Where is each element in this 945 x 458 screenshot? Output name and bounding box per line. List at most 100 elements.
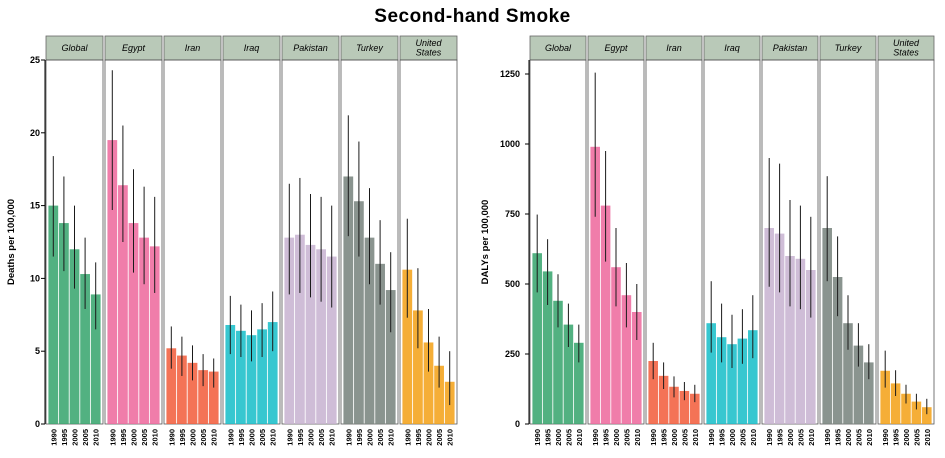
- x-tick-label: 1990: [591, 429, 600, 446]
- bar: [553, 300, 563, 424]
- x-tick-label: 2010: [92, 429, 101, 446]
- facet-strip-label: Turkey: [356, 43, 383, 53]
- x-tick-label: 1990: [108, 429, 117, 446]
- facet-strip-label: Iran: [185, 43, 201, 53]
- x-tick-label: 2000: [902, 429, 911, 446]
- facet-strip-label: United: [415, 38, 442, 48]
- bar: [326, 256, 337, 424]
- facet-strip: [340, 35, 399, 61]
- bar: [59, 223, 69, 424]
- y-tick-label: 0: [515, 419, 520, 429]
- y-tick-label: 1250: [500, 69, 520, 79]
- bar: [402, 269, 413, 424]
- bar: [600, 205, 611, 424]
- bar: [305, 244, 316, 424]
- x-tick-label: 2000: [71, 429, 80, 446]
- bar: [236, 330, 246, 424]
- facet-strip-label: Turkey: [835, 43, 862, 53]
- bar: [679, 390, 690, 424]
- bar: [532, 253, 542, 424]
- bar: [284, 237, 295, 424]
- x-tick-label: 2005: [317, 429, 326, 446]
- bar: [658, 375, 669, 424]
- bar: [853, 345, 864, 424]
- facet-egypt: Egypt 1990 1995 2000 2005 2010: [587, 35, 645, 446]
- bar: [166, 348, 177, 424]
- bar: [611, 267, 621, 424]
- y-tick-label: 20: [30, 128, 40, 138]
- x-tick-label: 1995: [660, 429, 669, 446]
- bar: [208, 371, 219, 424]
- x-tick-label: 2005: [199, 429, 208, 446]
- x-tick-label: 2005: [854, 429, 863, 446]
- bar: [563, 324, 574, 424]
- facet-iraq: Iraq 1990 1995 2000 2005 2010: [703, 35, 761, 446]
- bar: [774, 233, 785, 424]
- bar: [257, 329, 267, 424]
- x-tick-label: 1990: [226, 429, 235, 446]
- bar: [177, 355, 187, 424]
- x-tick-label: 2010: [446, 429, 455, 446]
- facet-strip-label: United: [893, 38, 920, 48]
- y-tick-label: 15: [30, 201, 40, 211]
- facet-strip: [104, 35, 163, 61]
- y-tick-label: 0: [35, 419, 40, 429]
- x-tick-label: 2010: [210, 429, 219, 446]
- x-tick-label: 2000: [307, 429, 316, 446]
- x-tick-label: 1995: [892, 429, 901, 446]
- x-tick-label: 2005: [912, 429, 921, 446]
- y-tick-label: 1000: [500, 139, 520, 149]
- bar: [90, 294, 101, 424]
- x-tick-label: 1990: [823, 429, 832, 446]
- bar: [354, 201, 364, 424]
- x-tick-label: 1990: [49, 429, 58, 446]
- facet-egypt: Egypt 1990 1995 2000 2005 2010: [104, 35, 163, 446]
- y-tick-label: 750: [505, 209, 520, 219]
- bar: [316, 249, 326, 424]
- facet-strip-label: Iraq: [244, 43, 260, 53]
- x-tick-label: 2005: [796, 429, 805, 446]
- y-tick-label: 500: [505, 279, 520, 289]
- x-tick-label: 2005: [564, 429, 573, 446]
- y-tick-label: 10: [30, 273, 40, 283]
- x-tick-label: 1995: [602, 429, 611, 446]
- facet-turkey: Turkey 1990 1995 2000 2005 2010: [340, 35, 399, 446]
- facet-iraq: Iraq 1990 1995 2000 2005 2010: [222, 35, 281, 446]
- facet-strip: [222, 35, 281, 61]
- facet-strip-label: Global: [61, 43, 88, 53]
- y-axis-label: DALYs per 100,000: [480, 200, 491, 285]
- x-tick-label: 1990: [344, 429, 353, 446]
- x-tick-label: 2010: [328, 429, 337, 446]
- x-tick-label: 2010: [151, 429, 160, 446]
- x-tick-label: 2005: [622, 429, 631, 446]
- x-tick-label: 2000: [554, 429, 563, 446]
- facet-strip-label: Global: [545, 43, 572, 53]
- bar: [748, 330, 758, 424]
- x-tick-label: 1990: [403, 429, 412, 446]
- x-tick-label: 2000: [786, 429, 795, 446]
- bar: [375, 263, 385, 424]
- x-tick-label: 2000: [425, 429, 434, 446]
- bar: [364, 237, 375, 424]
- bar: [832, 277, 843, 424]
- x-tick-label: 2010: [691, 429, 700, 446]
- x-tick-label: 2010: [269, 429, 278, 446]
- facet-pakistan: Pakistan 1990 1995 2000 2005 2010: [761, 35, 819, 446]
- x-tick-label: 2010: [575, 429, 584, 446]
- x-tick-label: 2000: [366, 429, 375, 446]
- x-tick-label: 1995: [544, 429, 553, 446]
- x-tick-label: 1995: [178, 429, 187, 446]
- facet-turkey: Turkey 1990 1995 2000 2005 2010: [819, 35, 877, 446]
- bar: [343, 176, 354, 424]
- x-tick-label: 2005: [81, 429, 90, 446]
- x-tick-label: 1990: [765, 429, 774, 446]
- facet-strip: [529, 35, 587, 61]
- x-tick-label: 1990: [707, 429, 716, 446]
- bar: [864, 362, 874, 424]
- bar: [139, 237, 149, 424]
- x-tick-label: 2010: [807, 429, 816, 446]
